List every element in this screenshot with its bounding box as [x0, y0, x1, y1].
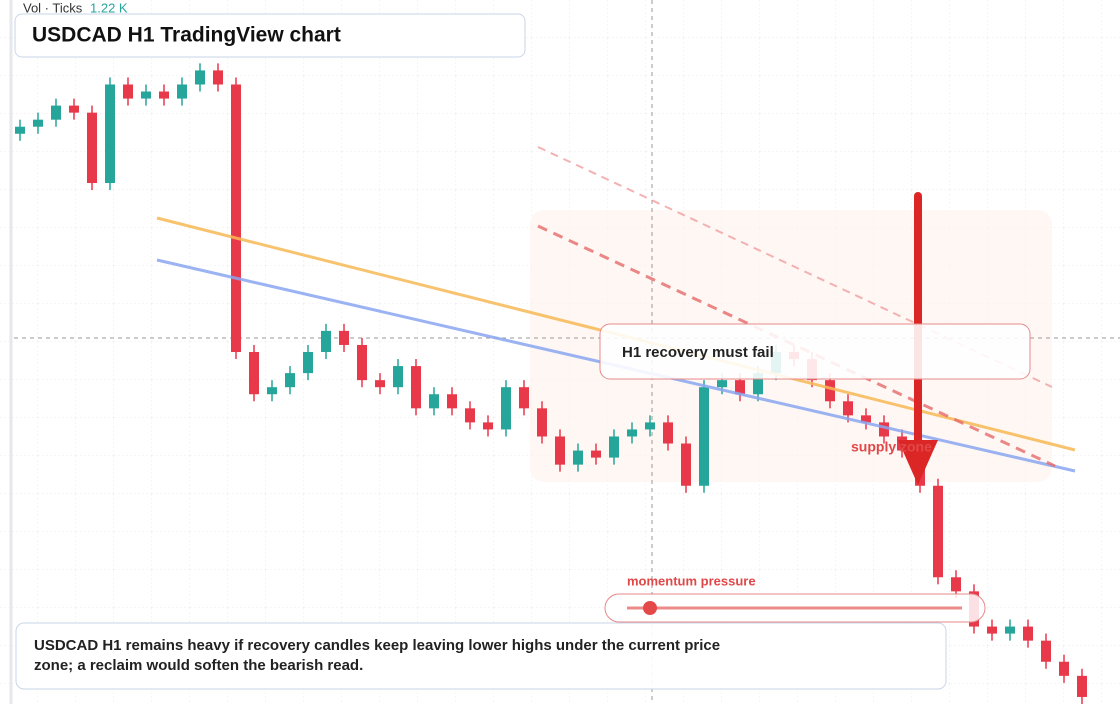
candle-body	[501, 387, 511, 430]
candle-body	[537, 408, 547, 437]
candle-body	[1041, 640, 1051, 662]
candle-body	[357, 344, 367, 381]
candle-body	[321, 330, 331, 352]
candle-body	[645, 422, 655, 430]
candle-body	[411, 366, 421, 409]
candle-body	[249, 352, 259, 395]
candle-body	[483, 422, 493, 430]
channel-line	[537, 224, 1056, 468]
volume-value: 1.22 K	[90, 0, 128, 15]
candle-body	[555, 436, 565, 465]
candle-body	[213, 70, 223, 85]
candle-body	[393, 366, 403, 388]
candle-body	[753, 373, 763, 395]
candle-body	[987, 626, 997, 634]
title-box	[14, 13, 526, 58]
callout: H1 recovery must fail	[622, 344, 774, 361]
candle-body	[591, 450, 601, 458]
candle-body	[15, 126, 25, 134]
title: USDCAD H1 TradingView chart	[32, 24, 341, 47]
candle-body	[375, 380, 385, 388]
candle-body	[1059, 661, 1069, 676]
momentum-knob	[643, 601, 657, 615]
candle-body	[1005, 626, 1015, 634]
candle-body	[699, 387, 709, 486]
candle-body	[465, 408, 475, 423]
candle-body	[735, 380, 745, 395]
candle-body	[177, 84, 187, 99]
candle-body	[303, 352, 313, 374]
candle-body	[87, 112, 97, 184]
momentum-label: momentum pressure	[627, 573, 756, 588]
candle-body	[51, 105, 61, 120]
candle-body	[1077, 675, 1087, 697]
channel-line	[537, 146, 1053, 388]
candle-body	[663, 422, 673, 444]
candle-body	[33, 119, 43, 127]
candle-body	[951, 577, 961, 592]
candle-body	[69, 105, 79, 113]
candle-body	[231, 84, 241, 352]
candle-body	[519, 387, 529, 409]
candle-body	[339, 330, 349, 345]
candle-body	[105, 84, 115, 184]
candle-body	[123, 84, 133, 99]
candle-body	[861, 415, 871, 423]
arrow-head	[898, 440, 938, 485]
candle-body	[195, 70, 205, 85]
volume-label: Vol · Ticks	[23, 0, 83, 15]
note-box	[15, 622, 947, 690]
candle-body	[159, 91, 169, 99]
candle-body	[627, 429, 637, 437]
note: USDCAD H1 remains heavy if recovery cand…	[34, 637, 721, 674]
candle-body	[681, 443, 691, 486]
candle-body	[573, 450, 583, 465]
callout-box	[599, 323, 1031, 380]
zone-label: supply zone	[851, 439, 932, 455]
candle-body	[429, 394, 439, 409]
candle-body	[447, 394, 457, 409]
candle-body	[825, 380, 835, 402]
candle-body	[933, 485, 943, 578]
candle-body	[843, 401, 853, 416]
candle-body	[879, 422, 889, 437]
candle-body	[717, 380, 727, 388]
candle-body	[285, 373, 295, 388]
candle-body	[267, 387, 277, 395]
candle-body	[609, 436, 619, 458]
candle-body	[1023, 626, 1033, 641]
note-holder: USDCAD H1 remains heavy if recovery cand…	[34, 637, 721, 674]
candle-body	[141, 91, 151, 99]
